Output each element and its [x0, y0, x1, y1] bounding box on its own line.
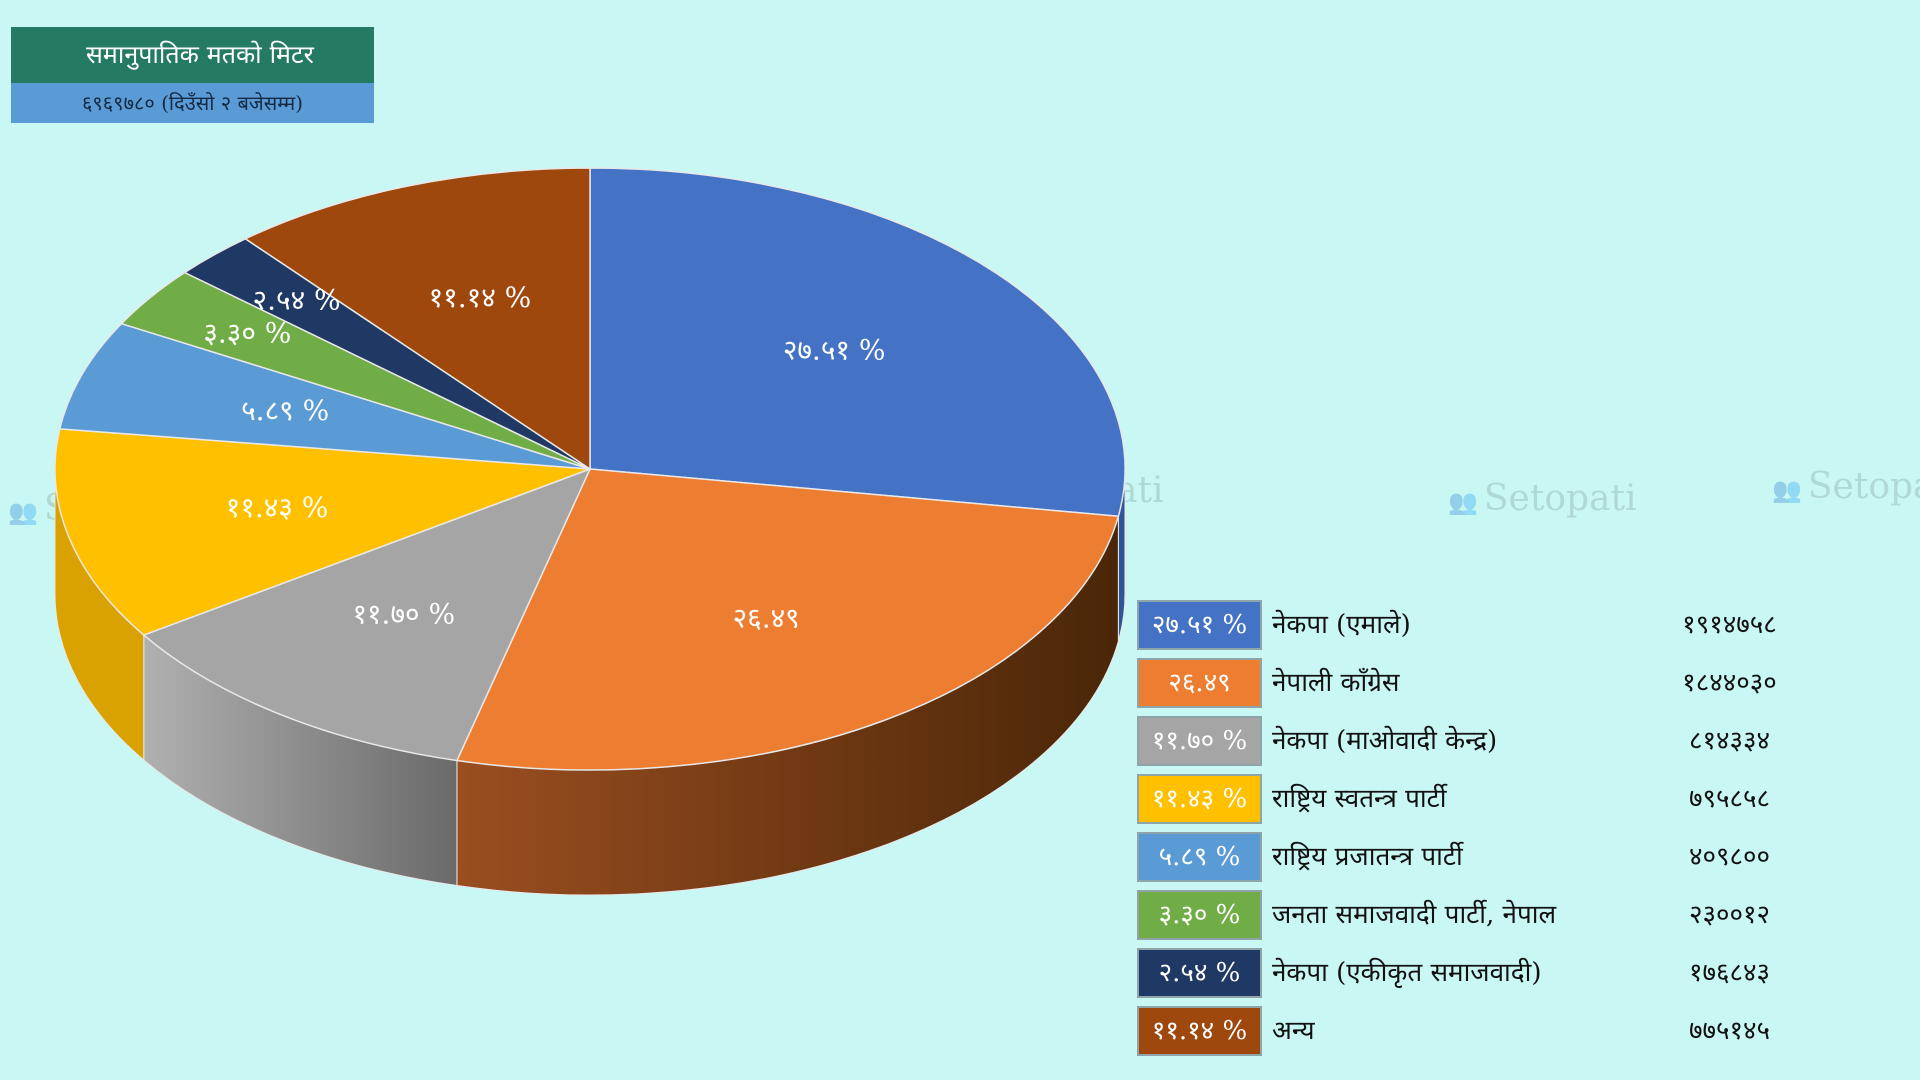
people-figures-icon: 👥 [1772, 476, 1802, 504]
setopati-watermark: 👥Setopati [1448, 478, 1637, 519]
legend-swatch: २.५४ % [1137, 948, 1262, 998]
pie-slice-label: ११.१४ % [429, 281, 532, 314]
setopati-watermark: 👥Setopati [1772, 466, 1920, 507]
pie-slice-label: ११.७० % [352, 598, 455, 631]
watermark-text: Setopati [1807, 466, 1920, 507]
pie-slice-label: ३.३० % [203, 316, 291, 349]
pie-slice [589, 167, 1126, 518]
chart-subtitle: ६९६९७८० (दिउँसो २ बजेसम्म) [11, 83, 374, 123]
legend-vote-count: ८१४३३४ [1688, 726, 1771, 756]
people-figures-icon: 👥 [1448, 488, 1478, 516]
legend-swatch: २७.५१ % [1137, 600, 1262, 650]
pie-slice-label: २.५४ % [253, 284, 341, 317]
legend-vote-count: ७९५८५८ [1688, 784, 1771, 814]
pie-slice-label: ११.४३ % [226, 491, 329, 524]
legend-party-name: नेकपा (एकीकृत समाजवादी) [1272, 958, 1542, 988]
legend-party-name: राष्ट्रिय स्वतन्त्र पार्टी [1272, 784, 1447, 814]
pie-slice [455, 468, 1120, 771]
legend-swatch: ११.४३ % [1137, 774, 1262, 824]
legend-vote-count: ७७५१४५ [1688, 1016, 1771, 1046]
legend-swatch: ३.३० % [1137, 890, 1262, 940]
pie-slice-label: ५.८९ % [241, 394, 329, 427]
legend-vote-count: २३००१२ [1688, 900, 1771, 930]
legend-party-name: नेकपा (एमाले) [1272, 610, 1411, 640]
watermark-text: Setopati [1483, 478, 1637, 519]
legend-swatch: ५.८९ % [1137, 832, 1262, 882]
pie-slice [54, 428, 591, 636]
legend-party-name: जनता समाजवादी पार्टी, नेपाल [1272, 900, 1557, 930]
people-figures-icon: 👥 [8, 498, 38, 526]
chart-title: समानुपातिक मतको मिटर [11, 27, 374, 83]
legend-vote-count: १७६८४३ [1688, 958, 1771, 988]
pie-slice-label: २६.४९ [733, 601, 800, 634]
pie-sides [54, 468, 1126, 896]
legend-party-name: राष्ट्रिय प्रजातन्त्र पार्टी [1272, 842, 1463, 872]
legend-party-name: नेकपा (माओवादी केन्द्र) [1272, 726, 1498, 756]
pie-slice [142, 467, 592, 762]
pie-top [54, 167, 1126, 771]
legend-party-name: अन्य [1272, 1016, 1315, 1046]
legend-swatch: ११.१४ % [1137, 1006, 1262, 1056]
legend-swatch: २६.४९ [1137, 658, 1262, 708]
legend-party-name: नेपाली काँग्रेस [1272, 668, 1400, 698]
pie-labels: २७.५१ % २६.४९ ११.७० % ११.४३ % ५.८९ % ३.३० %२.… [203, 281, 885, 635]
legend-swatch: ११.७० % [1137, 716, 1262, 766]
pie-slice [243, 167, 591, 471]
legend-vote-count: ४०९८०० [1688, 842, 1771, 872]
pie-slice [58, 322, 591, 470]
legend-vote-count: १८४४०३० [1682, 668, 1777, 698]
pie-slice-label: २७.५१ % [783, 333, 886, 366]
legend-vote-count: १९१४७५८ [1682, 610, 1777, 640]
chart-title-box: समानुपातिक मतको मिटर ६९६९७८० (दिउँसो २ ब… [11, 27, 374, 123]
